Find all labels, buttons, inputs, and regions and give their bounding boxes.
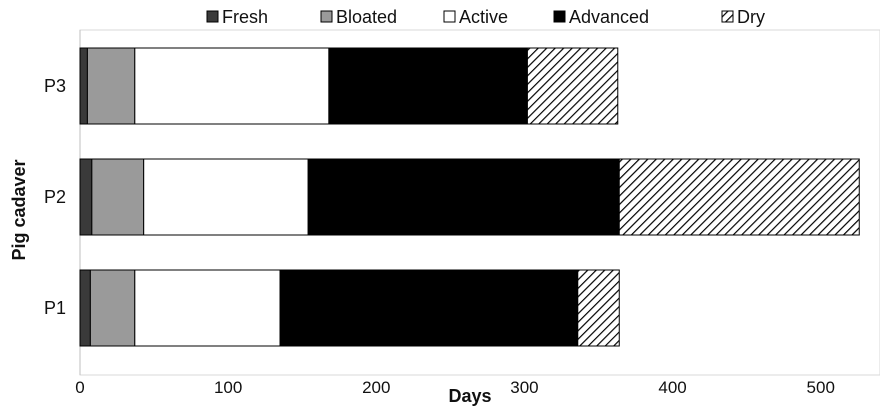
bar-p1-fresh [79,269,91,347]
x-tick-200: 200 [362,378,390,397]
legend-label-active: Active [459,7,508,27]
x-tick-100: 100 [214,378,242,397]
bar-p2-fresh [79,158,93,236]
legend-label-fresh: Fresh [222,7,268,27]
x-tick-300: 300 [510,378,538,397]
bar-p3-dry [526,47,619,125]
legend-swatch-active [443,10,456,23]
bar-p2-bloated [91,158,145,236]
legend-swatch-advanced [553,10,566,23]
bar-p3-bloated [86,47,136,125]
bar-p1-active [134,269,281,347]
category-label-p2: P2 [44,187,66,207]
legend-swatch-fresh [206,10,219,23]
bars-group [79,47,860,347]
bar-p3-active [134,47,330,125]
x-tick-400: 400 [658,378,686,397]
legend-label-advanced: Advanced [569,7,649,27]
bar-p1-dry [577,269,620,347]
bar-p3-fresh [79,47,88,125]
legend-label-bloated: Bloated [336,7,397,27]
category-label-p3: P3 [44,76,66,96]
bar-p3-advanced [328,47,528,125]
bar-p2-active [143,158,309,236]
x-tick-0: 0 [75,378,84,397]
category-label-p1: P1 [44,298,66,318]
x-axis-title: Days [448,386,491,406]
legend: Fresh Bloated Active Advanced Dry [206,7,765,27]
bar-p2-dry [618,158,860,236]
legend-label-dry: Dry [737,7,765,27]
bar-p1-bloated [89,269,136,347]
legend-swatch-dry [721,10,734,23]
x-tick-labels: 0 100 200 300 400 500 [75,378,835,397]
category-labels: P1 P2 P3 [44,76,66,318]
bar-p2-advanced [307,158,620,236]
y-axis-title: Pig cadaver [9,159,29,260]
legend-swatch-bloated [320,10,333,23]
bar-p1-advanced [279,269,579,347]
x-tick-500: 500 [807,378,835,397]
